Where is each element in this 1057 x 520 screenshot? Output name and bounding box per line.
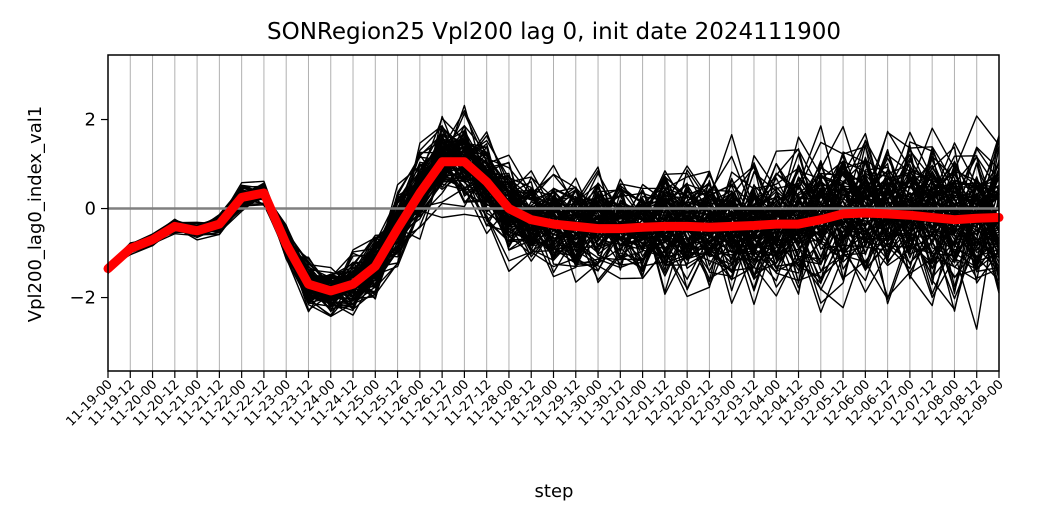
y-tick-label: 0 [85,199,96,220]
x-axis: 11-19-0011-19-1211-20-0011-20-1211-21-00… [63,371,1007,430]
chart-title: SONRegion25 Vpl200 lag 0, init date 2024… [267,19,841,45]
x-axis-label: step [535,481,574,502]
ensemble-member-line [107,159,1000,313]
y-axis: −2 0 2 [69,110,108,309]
y-tick-label: 2 [85,110,96,131]
ensemble-mean [103,157,1004,296]
ensemble-mean-line [103,157,1004,296]
ensemble-member-line [107,159,1000,316]
y-axis-label: Vpl200_lag0_index_val1 [25,106,46,322]
ensemble-member-line [107,125,1000,282]
y-tick-label: −2 [69,288,96,309]
